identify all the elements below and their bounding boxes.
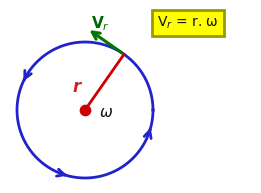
- Point: [83, 108, 87, 112]
- Text: ω: ω: [100, 105, 113, 120]
- Text: r: r: [72, 78, 80, 96]
- Text: V$_r$ = r. ω: V$_r$ = r. ω: [157, 15, 219, 31]
- Text: V$_r$: V$_r$: [91, 14, 110, 33]
